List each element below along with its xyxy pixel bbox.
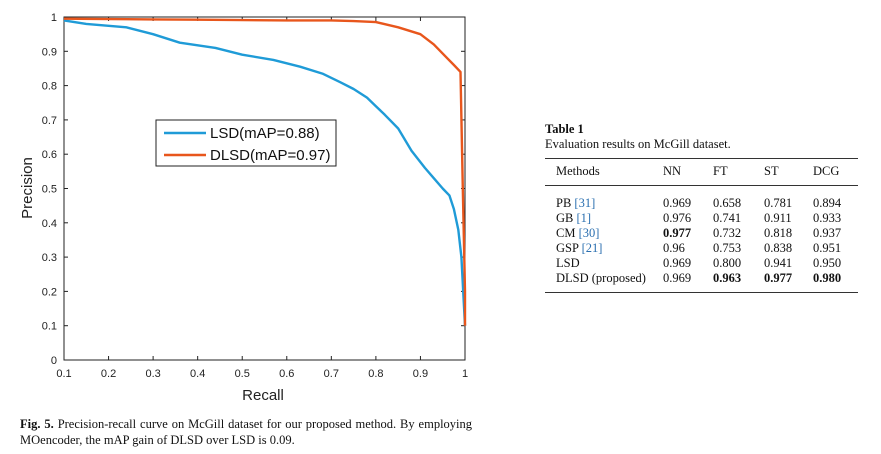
st-value: 0.977 bbox=[764, 271, 793, 285]
st-value: 0.941 bbox=[764, 256, 793, 270]
x-tick-label: 1 bbox=[462, 368, 468, 380]
chart-series-layer bbox=[63, 17, 467, 326]
y-tick-label: 0.6 bbox=[42, 149, 57, 161]
y-tick-label: 0.8 bbox=[42, 81, 57, 93]
y-tick-label: 0.1 bbox=[42, 321, 57, 333]
nn-value: 0.96 bbox=[663, 241, 685, 255]
st-value: 0.838 bbox=[764, 241, 793, 255]
ft-value: 0.658 bbox=[713, 196, 742, 210]
st-value: 0.781 bbox=[764, 196, 793, 210]
series-line-dlsd bbox=[63, 17, 467, 326]
method-name: GSP bbox=[556, 241, 579, 255]
table-row: CM [30] 0.977 0.732 0.818 0.937 bbox=[545, 226, 858, 241]
citation-link[interactable]: [1] bbox=[576, 211, 592, 225]
header-methods: Methods bbox=[556, 164, 600, 178]
method-name: DLSD (proposed) bbox=[556, 271, 646, 285]
table-body: PB [31] 0.969 0.658 0.781 0.894 GB [1] 0.976 0.… bbox=[545, 186, 858, 293]
table-row: DLSD (proposed) 0.969 0.963 0.977 0.980 bbox=[545, 271, 858, 293]
legend-entry: LSD(mAP=0.88) bbox=[210, 125, 320, 142]
y-tick-label: 0.3 bbox=[42, 252, 57, 264]
ft-value: 0.963 bbox=[713, 271, 742, 285]
method-name: CM bbox=[556, 226, 576, 240]
method-cell: PB [31] bbox=[545, 186, 663, 212]
results-table-block: Table 1 Evaluation results on McGill dat… bbox=[545, 122, 860, 293]
method-cell: DLSD (proposed) bbox=[545, 271, 663, 293]
ft-value: 0.741 bbox=[713, 211, 742, 225]
nn-value: 0.969 bbox=[663, 256, 692, 270]
figure-caption-text: Precision-recall curve on McGill dataset… bbox=[20, 417, 473, 447]
y-tick-label: 0.9 bbox=[42, 46, 57, 58]
y-tick-label: 0.7 bbox=[42, 115, 57, 127]
dcg-value: 0.937 bbox=[813, 226, 842, 240]
dcg-value: 0.894 bbox=[813, 196, 842, 210]
ft-value: 0.800 bbox=[713, 256, 742, 270]
method-name: LSD bbox=[556, 256, 580, 270]
y-axis-label: Precision bbox=[19, 157, 36, 219]
dcg-value: 0.980 bbox=[813, 271, 842, 285]
dcg-value: 0.950 bbox=[813, 256, 842, 270]
y-tick-label: 0 bbox=[51, 355, 57, 367]
x-tick-label: 0.8 bbox=[368, 368, 383, 380]
citation-link[interactable]: [31] bbox=[574, 196, 596, 210]
method-name: GB bbox=[556, 211, 574, 225]
ft-value: 0.732 bbox=[713, 226, 742, 240]
legend-entry: DLSD(mAP=0.97) bbox=[210, 147, 330, 164]
figure-caption: Fig. 5. Precision-recall curve on McGill… bbox=[20, 416, 472, 448]
nn-value: 0.969 bbox=[663, 271, 692, 285]
chart-axes: 0.1 0.2 0.3 0.4 0.5 0.6 0.7 0.8 0.9 100.10.20.30.… bbox=[42, 12, 468, 380]
table-row: GB [1] 0.976 0.741 0.911 0.933 bbox=[545, 211, 858, 226]
x-tick-label: 0.7 bbox=[324, 368, 339, 380]
results-table: Methods NN FT ST DCG PB [31] 0.969 0.658 0.… bbox=[545, 158, 858, 293]
x-tick-label: 0.2 bbox=[101, 368, 116, 380]
x-tick-label: 0.9 bbox=[413, 368, 428, 380]
y-tick-label: 0.4 bbox=[42, 218, 57, 230]
y-tick-label: 0.5 bbox=[42, 184, 57, 196]
dcg-value: 0.951 bbox=[813, 241, 842, 255]
dcg-value: 0.933 bbox=[813, 211, 842, 225]
table-caption: Evaluation results on McGill dataset. bbox=[545, 137, 731, 151]
citation-link[interactable]: [30] bbox=[578, 226, 600, 240]
nn-value: 0.976 bbox=[663, 211, 692, 225]
table-row: LSD 0.969 0.800 0.941 0.950 bbox=[545, 256, 858, 271]
st-value: 0.911 bbox=[764, 211, 792, 225]
nn-value: 0.969 bbox=[663, 196, 692, 210]
series-line-lsd bbox=[63, 19, 467, 326]
chart-legend: LSD(mAP=0.88) DLSD(mAP=0.97) bbox=[155, 119, 337, 167]
nn-value: 0.977 bbox=[663, 226, 692, 240]
x-tick-label: 0.3 bbox=[145, 368, 160, 380]
pr-curve-chart: 0.1 0.2 0.3 0.4 0.5 0.6 0.7 0.8 0.9 100.10.20.30.… bbox=[19, 12, 468, 404]
header-nn: NN bbox=[663, 164, 682, 178]
x-tick-label: 0.1 bbox=[56, 368, 71, 380]
table-row: PB [31] 0.969 0.658 0.781 0.894 bbox=[545, 186, 858, 212]
table-row: GSP [21] 0.96 0.753 0.838 0.951 bbox=[545, 241, 858, 256]
method-cell: CM [30] bbox=[545, 226, 663, 241]
figure-caption-label: Fig. 5. bbox=[20, 417, 54, 431]
method-cell: LSD bbox=[545, 256, 663, 271]
st-value: 0.818 bbox=[764, 226, 793, 240]
header-dcg: DCG bbox=[813, 164, 840, 178]
plot-frame bbox=[63, 16, 466, 361]
method-cell: GSP [21] bbox=[545, 241, 663, 256]
table-header-row: Methods NN FT ST DCG bbox=[545, 158, 858, 186]
header-st: ST bbox=[764, 164, 779, 178]
x-tick-label: 0.4 bbox=[190, 368, 205, 380]
citation-link[interactable]: [21] bbox=[581, 241, 603, 255]
x-tick-label: 0.6 bbox=[279, 368, 294, 380]
method-name: PB bbox=[556, 196, 572, 210]
x-axis-label: Recall bbox=[242, 387, 284, 404]
y-tick-label: 1 bbox=[51, 12, 57, 24]
header-ft: FT bbox=[713, 164, 728, 178]
x-tick-label: 0.5 bbox=[235, 368, 250, 380]
y-tick-label: 0.2 bbox=[42, 286, 57, 298]
ft-value: 0.753 bbox=[713, 241, 742, 255]
table-label: Table 1 bbox=[545, 122, 584, 136]
method-cell: GB [1] bbox=[545, 211, 663, 226]
legend-box bbox=[155, 119, 337, 167]
